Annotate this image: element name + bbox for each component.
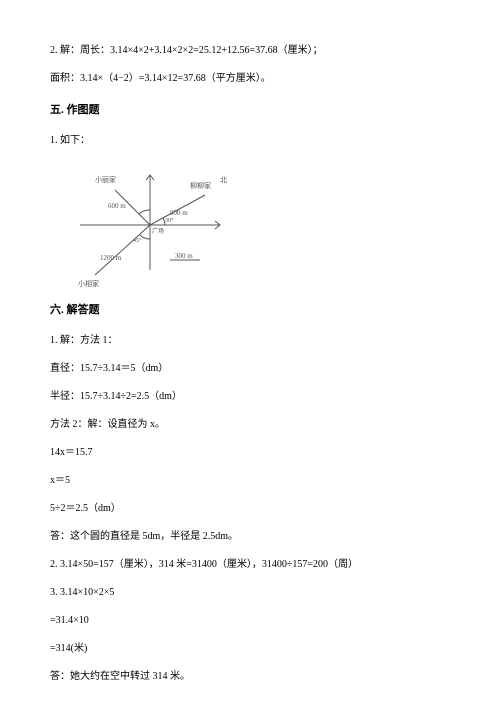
s6-problem2: 2. 3.14×50=157（厘米），314 米=31400（厘米），31400… <box>50 554 450 576</box>
s6-eq3: 5÷2＝2.5（dm） <box>50 498 450 520</box>
s6-answer3: 答：她大约在空中转过 314 米。 <box>50 666 450 688</box>
s6-calc1: =31.4×10 <box>50 610 450 632</box>
problem2-perimeter: 2. 解：周长：3.14×4×2+3.14×2×2=25.12+12.56=37… <box>50 40 450 62</box>
section6-heading: 六. 解答题 <box>50 298 450 322</box>
s6-diameter: 直径：15.7÷3.14＝5（dm） <box>50 358 450 380</box>
label-liuliu: 柳柳家 <box>190 181 211 190</box>
label-900m: 900 m <box>170 209 188 217</box>
s6-calc2: =314(米) <box>50 638 450 660</box>
s6-eq2: x＝5 <box>50 470 450 492</box>
label-300m: 300 m <box>175 252 193 260</box>
problem2-area: 面积：3.14×（4−2）=3.14×12=37.68（平方厘米）。 <box>50 68 450 90</box>
label-30deg: 30° <box>165 217 174 224</box>
direction-diagram: 小丽家 600 m 柳柳家 北 900 m 30° 广场 45° 1200 m … <box>60 160 260 290</box>
s6-method1: 1. 解：方法 1： <box>50 330 450 352</box>
s6-method2: 方法 2：解：设直径为 x。 <box>50 414 450 436</box>
label-center: 广场 <box>152 227 164 235</box>
s6-answer1: 答：这个圆的直径是 5dm，半径是 2.5dm。 <box>50 526 450 548</box>
s6-eq1: 14x＝15.7 <box>50 442 450 464</box>
label-xiaoli: 小丽家 <box>95 175 116 184</box>
label-1200m: 1200 m <box>100 254 122 262</box>
s6-radius: 半径：15.7÷3.14÷2=2.5（dm） <box>50 386 450 408</box>
label-45deg: 45° <box>133 237 142 244</box>
section5-item1: 1. 如下： <box>50 130 450 152</box>
label-xiaoxiang: 小相家 <box>78 279 99 288</box>
section5-heading: 五. 作图题 <box>50 98 450 122</box>
s6-problem3: 3. 3.14×10×2×5 <box>50 582 450 604</box>
label-north: 北 <box>220 176 227 184</box>
label-600m: 600 m <box>108 202 126 210</box>
